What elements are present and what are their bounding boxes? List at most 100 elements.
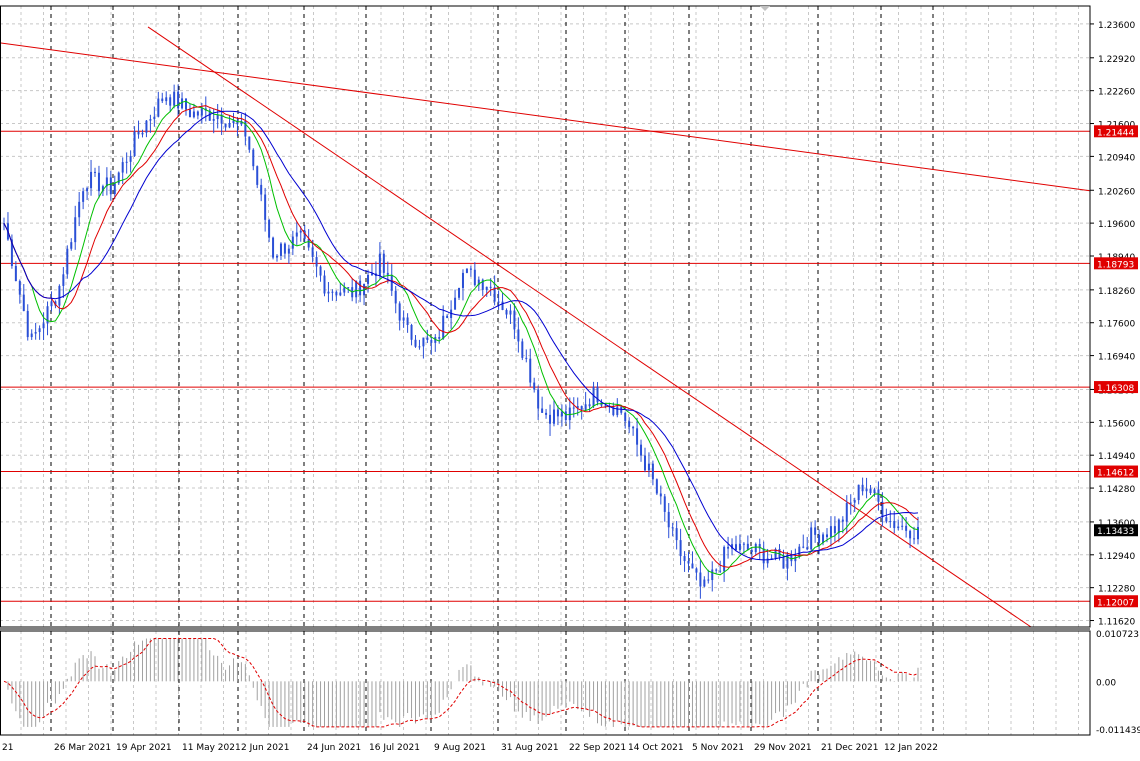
candle-body (675, 528, 678, 541)
level-price-tag (1094, 257, 1138, 270)
x-tick-label: 2 Jun 2021 (241, 743, 289, 753)
candle-body (26, 310, 29, 338)
candle-body (699, 572, 702, 587)
candle-body (647, 463, 650, 471)
candle-body (438, 337, 441, 339)
trendline[interactable] (0, 42, 1091, 192)
candle-body (628, 421, 631, 427)
oscillator-pane (3, 638, 919, 728)
candle-body (161, 98, 164, 102)
candle-body (837, 519, 840, 534)
candle-body (762, 548, 765, 564)
candle-body (418, 346, 421, 348)
x-tick-label: 19 Apr 2021 (116, 743, 172, 753)
candle-body (750, 550, 753, 553)
candle-body (34, 332, 37, 334)
trendlines[interactable] (0, 26, 1091, 628)
candle-body (822, 534, 825, 543)
candle-body (228, 123, 231, 128)
candle-body (291, 236, 294, 249)
candle-body (754, 544, 757, 553)
candle-body (584, 404, 587, 410)
candle-body (42, 323, 45, 329)
candle-body (260, 184, 263, 195)
candle-body (339, 292, 342, 296)
candle-body (901, 525, 904, 527)
candle-body (461, 272, 464, 288)
candle-body (509, 310, 512, 315)
candle-body (402, 317, 405, 321)
candle-body (165, 97, 168, 102)
y-tick-label: 1.12280 (1098, 585, 1135, 595)
candle-body (196, 111, 199, 116)
candle-body (426, 337, 429, 340)
candle-body (715, 569, 718, 571)
candle-body (485, 286, 488, 290)
candle-body (256, 166, 259, 185)
candle-body (758, 544, 761, 549)
candle-body (327, 291, 330, 294)
candle-body (177, 91, 180, 109)
candle-body (667, 511, 670, 528)
candle-body (406, 317, 409, 325)
horizontal-levels[interactable] (0, 130, 1090, 602)
osc-pane-border (0, 630, 1091, 736)
candle-body (541, 408, 544, 413)
candle-body (612, 406, 615, 416)
candle-body (806, 547, 809, 550)
candle-body (252, 149, 255, 167)
candle-body (560, 411, 563, 417)
y-tick-label: 1.11620 (1098, 618, 1135, 628)
candle-body (537, 389, 540, 409)
candle-body (481, 279, 484, 290)
candle-body (477, 279, 480, 286)
trendline[interactable] (147, 26, 1032, 628)
candle-body (853, 500, 856, 503)
candle-body (746, 543, 749, 551)
candle-body (711, 569, 714, 581)
candle-body (137, 131, 140, 135)
candle-body (434, 337, 437, 343)
level-price-label: 1.12007 (1097, 598, 1134, 608)
candle-body (620, 406, 623, 413)
candle-body (659, 493, 662, 497)
price-tags: 1.21444 1.18793 1.16308 1.14612 1.12007 1.134… (1094, 125, 1138, 608)
candle-body (264, 194, 267, 220)
candle-body (276, 255, 279, 258)
candle-body (465, 268, 468, 273)
candle-body (422, 337, 425, 347)
candle-body (473, 269, 476, 286)
y-tick-label: 1.14940 (1098, 452, 1135, 462)
candle-body (818, 534, 821, 543)
main-pane-border (0, 5, 1091, 628)
osc-tick-label: -0.011439 (1096, 726, 1140, 736)
candle-body (430, 339, 433, 343)
candle-body (873, 489, 876, 494)
candle-body (572, 407, 575, 409)
candle-body (505, 309, 508, 315)
candle-body (14, 265, 17, 282)
candle-body (355, 280, 358, 298)
candle-body (576, 406, 579, 409)
candle-body (394, 290, 397, 304)
candle-body (679, 540, 682, 557)
x-tick-label: 29 Nov 2021 (754, 743, 812, 753)
candle-body (129, 155, 132, 162)
candle-body (814, 527, 817, 535)
y-tick-label: 1.17600 (1098, 320, 1135, 330)
candle-body (30, 333, 33, 338)
candle-body (78, 201, 81, 218)
candle-body (703, 579, 706, 587)
candle-body (727, 546, 730, 549)
candle-body (501, 301, 504, 310)
candle-body (643, 455, 646, 471)
candle-body (497, 301, 500, 303)
candle-body (347, 287, 350, 289)
y-tick-label: 1.15600 (1098, 419, 1135, 429)
candle-body (588, 404, 591, 407)
candle-body (521, 341, 524, 358)
candle-body (592, 386, 595, 407)
x-tick-label: 14 Oct 2021 (628, 743, 684, 753)
